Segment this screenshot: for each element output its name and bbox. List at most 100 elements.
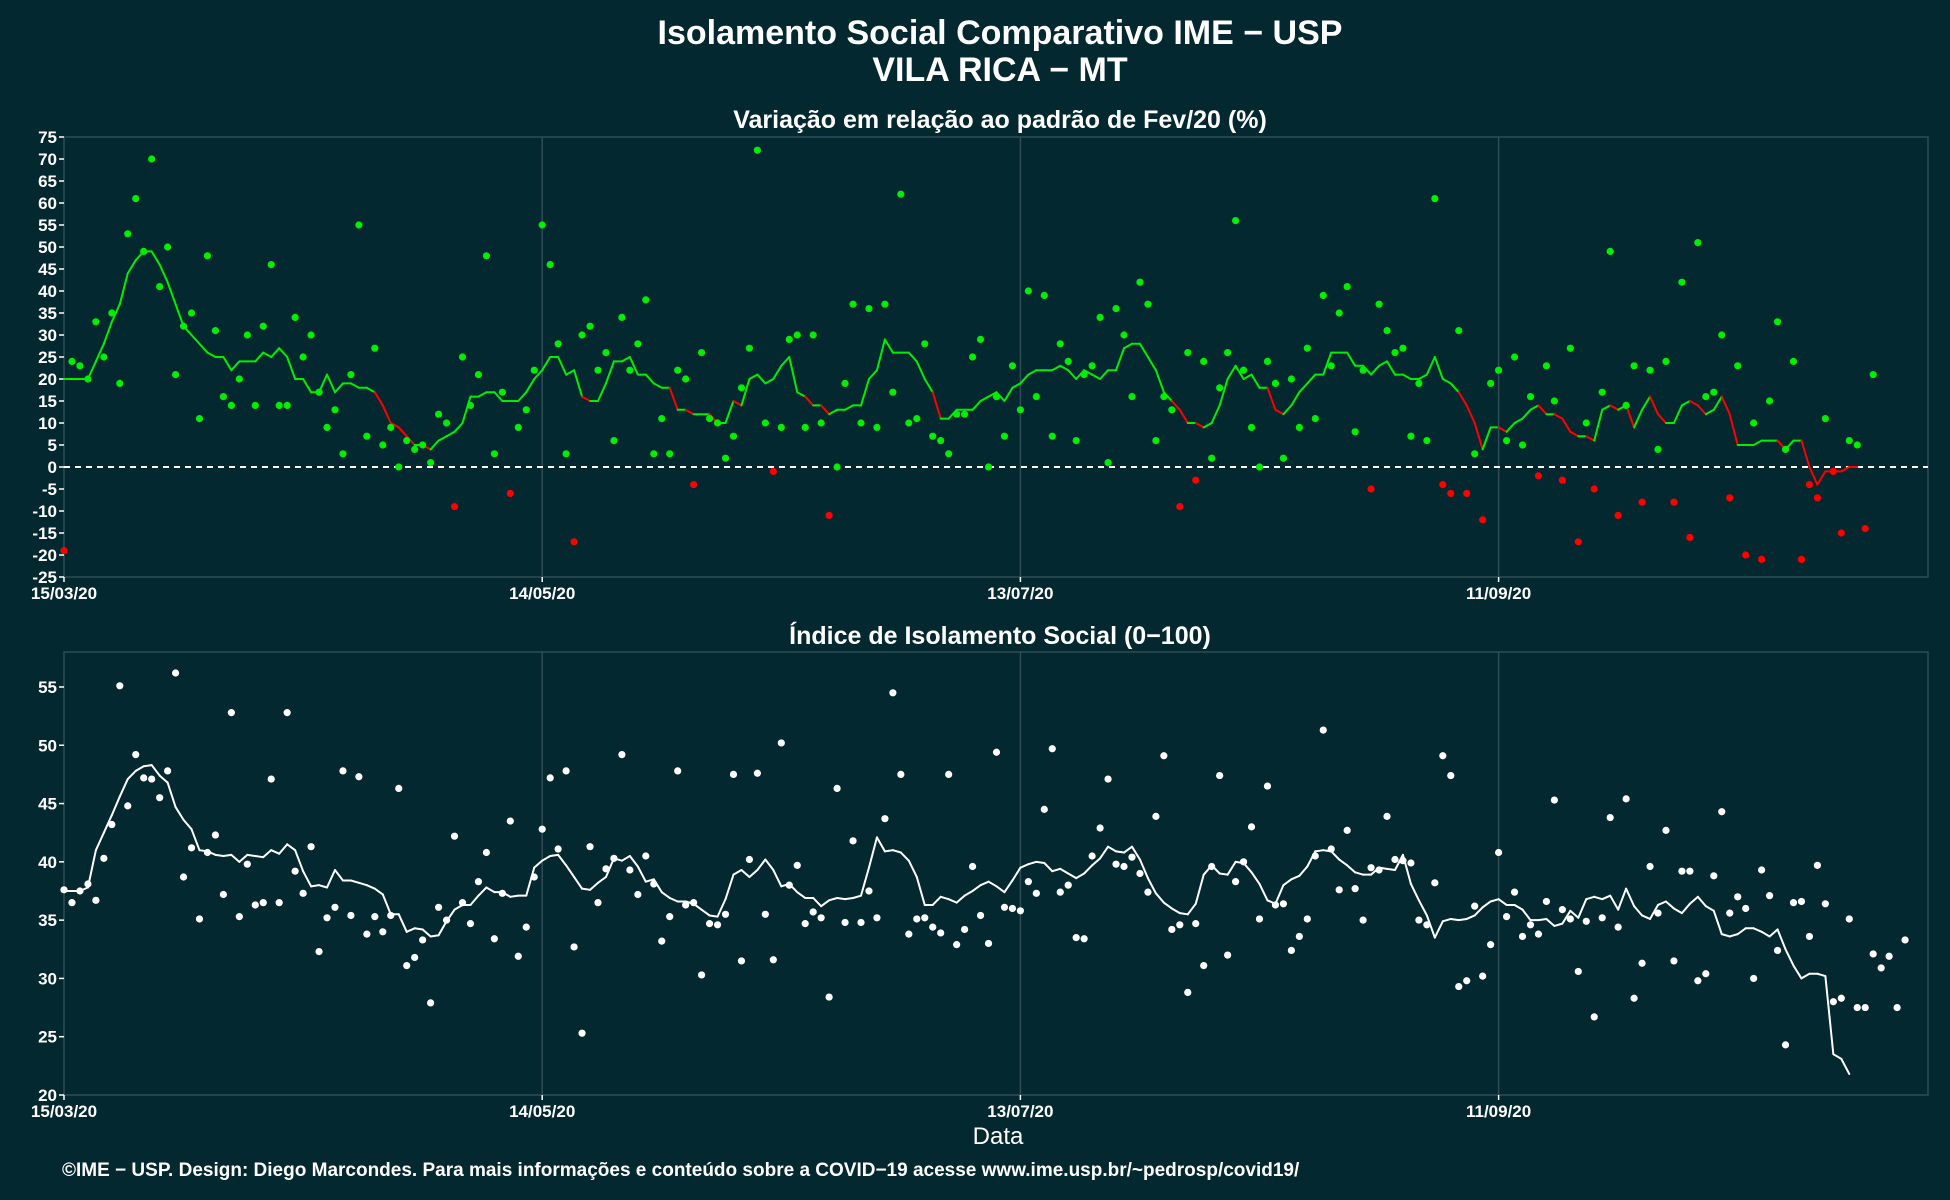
- moving-average-segment: [1346, 351, 1357, 367]
- moving-average-segment: [1704, 905, 1715, 912]
- moving-average-segment: [780, 356, 791, 367]
- data-point: [1726, 909, 1734, 917]
- data-point: [1471, 450, 1479, 458]
- data-point: [913, 915, 921, 923]
- moving-average-segment: [1130, 845, 1141, 861]
- moving-average-segment: [1800, 972, 1811, 980]
- data-point: [251, 401, 259, 409]
- moving-average-segment: [1641, 914, 1652, 920]
- data-point: [434, 903, 443, 911]
- data-point: [1407, 432, 1415, 440]
- moving-average-segment: [198, 342, 209, 354]
- y-tick-label: 45: [38, 260, 57, 279]
- moving-average-segment: [373, 887, 384, 896]
- moving-average-segment: [700, 908, 711, 917]
- moving-average-segment: [429, 439, 440, 451]
- data-point: [1662, 826, 1670, 834]
- panel2-title: Índice de Isolamento Social (0−100): [789, 621, 1211, 650]
- moving-average-segment: [1162, 901, 1173, 910]
- moving-average-segment: [1473, 422, 1484, 451]
- moving-average-segment: [1306, 373, 1317, 385]
- data-point: [395, 784, 403, 792]
- y-tick-label: -25: [32, 568, 57, 587]
- data-point: [705, 415, 714, 423]
- data-point: [1510, 353, 1519, 361]
- data-point: [307, 331, 315, 339]
- data-point: [1224, 951, 1232, 959]
- data-point: [1630, 362, 1638, 370]
- moving-average-segment: [1816, 972, 1827, 978]
- moving-average-segment: [1784, 948, 1795, 967]
- data-point: [1104, 775, 1112, 783]
- moving-average-segment: [1688, 400, 1699, 407]
- data-point: [1231, 878, 1240, 886]
- data-point: [514, 423, 522, 431]
- moving-average-segment: [852, 894, 862, 899]
- data-point: [1144, 888, 1152, 896]
- data-point: [1359, 366, 1367, 374]
- data-point: [905, 419, 913, 427]
- data-point: [124, 230, 132, 238]
- data-point: [323, 914, 331, 922]
- moving-average-segment: [557, 356, 568, 376]
- data-point: [1231, 217, 1240, 225]
- data-point: [1773, 318, 1782, 326]
- data-point: [1184, 988, 1192, 997]
- moving-average-segment: [262, 351, 273, 358]
- moving-average-segment: [684, 408, 695, 416]
- data-point: [1845, 915, 1853, 923]
- data-point: [777, 739, 785, 747]
- data-point: [849, 837, 857, 845]
- data-point: [857, 419, 865, 427]
- data-point: [1463, 489, 1471, 497]
- data-point: [554, 845, 562, 853]
- moving-average-segment: [875, 836, 886, 853]
- data-point: [514, 952, 522, 960]
- data-point: [219, 890, 227, 899]
- moving-average-segment: [437, 435, 448, 442]
- data-point: [1407, 859, 1415, 867]
- moving-average-segment: [915, 360, 926, 380]
- data-point: [570, 943, 578, 951]
- moving-average-segment: [190, 334, 201, 345]
- moving-average-segment: [238, 853, 249, 863]
- y-tick-label: 35: [38, 304, 57, 323]
- moving-average-segment: [1043, 862, 1054, 873]
- data-point: [68, 899, 76, 907]
- data-point: [259, 322, 267, 330]
- moving-average-segment: [987, 391, 998, 398]
- y-tick-label: 25: [38, 348, 57, 367]
- data-point: [1008, 362, 1017, 370]
- data-point: [1431, 195, 1439, 203]
- data-point: [1096, 824, 1104, 832]
- moving-average-segment: [357, 881, 368, 887]
- moving-average-segment: [429, 934, 440, 938]
- data-point: [339, 767, 347, 775]
- data-point: [68, 357, 76, 365]
- moving-average-segment: [1832, 1053, 1843, 1060]
- moving-average-segment: [349, 879, 360, 884]
- data-point: [1789, 357, 1798, 365]
- moving-average-segment: [262, 849, 273, 859]
- moving-average-segment: [1513, 417, 1524, 424]
- data-point: [594, 899, 602, 907]
- moving-average-segment: [987, 880, 998, 888]
- moving-average-segment: [867, 836, 878, 869]
- moving-average-segment: [1513, 903, 1524, 911]
- data-point: [1598, 914, 1606, 922]
- moving-average-segment: [668, 896, 679, 903]
- moving-average-segment: [740, 869, 751, 878]
- moving-average-segment: [477, 886, 488, 897]
- y-tick-label: -10: [32, 502, 57, 521]
- moving-average-segment: [1170, 400, 1181, 411]
- data-point: [610, 854, 618, 862]
- moving-average-segment: [1386, 867, 1396, 872]
- data-point: [1319, 291, 1327, 299]
- data-point: [427, 999, 435, 1007]
- moving-average-segment: [836, 896, 847, 901]
- moving-average-segment: [860, 378, 870, 407]
- data-point: [1869, 371, 1877, 379]
- data-point: [1399, 344, 1407, 352]
- data-point: [713, 419, 722, 427]
